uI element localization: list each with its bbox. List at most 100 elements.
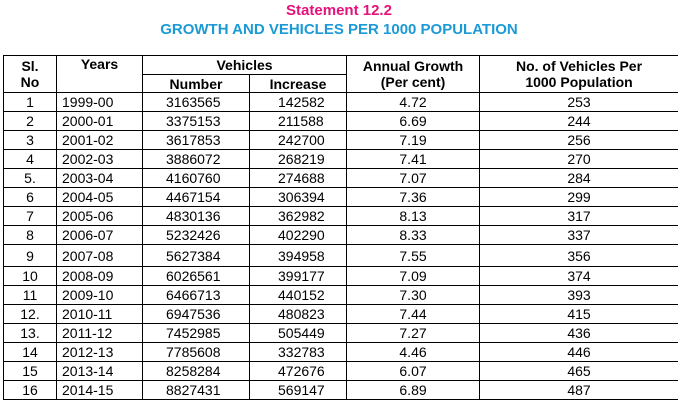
- vehicle-increase-cell: 362982: [248, 206, 348, 226]
- annual-growth-cell: 7.30: [346, 285, 481, 305]
- vehicles-per-1000-cell: 299: [479, 187, 678, 207]
- sl-no-cell: 12.: [3, 304, 57, 324]
- year-cell: 2007-08: [56, 244, 143, 267]
- vehicles-per-1000-cell: 337: [479, 225, 678, 245]
- vehicle-increase-cell: 142582: [248, 92, 348, 112]
- vehicle-number-cell: 6026561: [142, 266, 250, 286]
- year-cell: 2009-10: [56, 285, 143, 305]
- years-header: Years: [56, 55, 143, 93]
- sl-no-cell: 11: [3, 285, 57, 305]
- vehicle-increase-cell: 505449: [248, 323, 348, 343]
- vehicle-number-cell: 8827431: [142, 380, 250, 400]
- year-cell: 2006-07: [56, 225, 143, 245]
- vehicle-increase-cell: 332783: [248, 342, 348, 362]
- sl-header-line1: Sl.: [21, 58, 39, 74]
- vehicles-per-1000-cell: 256: [479, 130, 678, 150]
- vehicles-per-1000-cell: 244: [479, 111, 678, 131]
- vehicle-number-cell: 6466713: [142, 285, 250, 305]
- annual-growth-cell: 7.27: [346, 323, 481, 343]
- table-title: GROWTH AND VEHICLES PER 1000 POPULATION: [160, 21, 518, 38]
- year-cell: 1999-00: [56, 92, 143, 112]
- sl-no-cell: 14: [3, 342, 57, 362]
- year-cell: 2008-09: [56, 266, 143, 286]
- vehicle-number-cell: 3617853: [142, 130, 250, 150]
- vehicles-per-1000-cell: 284: [479, 168, 678, 188]
- year-cell: 2013-14: [56, 361, 143, 381]
- vehicle-number-cell: 7785608: [142, 342, 250, 362]
- vehicle-number-cell: 3163565: [142, 92, 250, 112]
- table-row: 2 2000-01 3375153 211588 6.69 244: [3, 111, 678, 131]
- vehicle-increase-cell: 242700: [248, 130, 348, 150]
- annual-growth-header: Annual Growth (Per cent): [346, 55, 481, 93]
- vehicle-increase-cell: 268219: [248, 149, 348, 169]
- vehicles-per-1000-cell: 270: [479, 149, 678, 169]
- annual-growth-cell: 6.89: [346, 380, 481, 400]
- vehicles-group-header: Vehicles: [141, 55, 348, 75]
- vehicle-increase-cell: 399177: [248, 266, 348, 286]
- sl-no-cell: 7: [3, 206, 57, 226]
- annual-growth-cell: 8.13: [346, 206, 481, 226]
- vehicle-increase-cell: 306394: [248, 187, 348, 207]
- annual-growth-cell: 8.33: [346, 225, 481, 245]
- vehicles-per-1000-cell: 465: [479, 361, 678, 381]
- per1000-header-line1: No. of Vehicles Per: [515, 58, 643, 74]
- vehicle-number-cell: 4830136: [142, 206, 250, 226]
- vehicles-per-1000-cell: 356: [479, 244, 678, 267]
- header-row-top: Sl. No Years Vehicles Annual Growth (Per…: [3, 55, 678, 93]
- statement-label: Statement 12.2: [286, 2, 392, 19]
- vehicle-number-cell: 4160760: [142, 168, 250, 188]
- vehicle-number-cell: 5232426: [142, 225, 250, 245]
- sl-header-line2: No: [20, 74, 40, 90]
- vehicles-per-1000-cell: 487: [479, 380, 678, 400]
- table-row: 13. 2011-12 7452985 505449 7.27 436: [3, 323, 678, 343]
- vehicle-increase-cell: 440152: [248, 285, 348, 305]
- vehicle-increase-cell: 480823: [248, 304, 348, 324]
- vehicle-number-cell: 3375153: [142, 111, 250, 131]
- table-row: 3 2001-02 3617853 242700 7.19 256: [3, 130, 678, 150]
- table-row: 4 2002-03 3886072 268219 7.41 270: [3, 149, 678, 169]
- vehicles-per-1000-cell: 446: [479, 342, 678, 362]
- sl-no-cell: 9: [3, 244, 57, 267]
- sl-no-cell: 3: [3, 130, 57, 150]
- vehicles-per-1000-cell: 415: [479, 304, 678, 324]
- vehicle-number-cell: 7452985: [142, 323, 250, 343]
- number-header: Number: [142, 74, 250, 93]
- vehicle-number-cell: 8258284: [142, 361, 250, 381]
- table-row: 6 2004-05 4467154 306394 7.36 299: [3, 187, 678, 207]
- vehicles-per-1000-cell: 393: [479, 285, 678, 305]
- table-row: 9 2007-08 5627384 394958 7.55 356: [3, 244, 678, 267]
- year-cell: 2012-13: [56, 342, 143, 362]
- vehicle-increase-cell: 402290: [248, 225, 348, 245]
- annual-growth-cell: 7.36: [346, 187, 481, 207]
- sl-no-cell: 4: [3, 149, 57, 169]
- year-cell: 2000-01: [56, 111, 143, 131]
- vehicles-per-1000-cell: 436: [479, 323, 678, 343]
- sl-no-cell: 13.: [3, 323, 57, 343]
- sl-no-cell: 6: [3, 187, 57, 207]
- table-row: 1 1999-00 3163565 142582 4.72 253: [3, 92, 678, 112]
- vehicle-number-cell: 3886072: [142, 149, 250, 169]
- sl-no-cell: 5.: [3, 168, 57, 188]
- vehicles-per-1000-cell: 253: [479, 92, 678, 112]
- annual-growth-cell: 4.46: [346, 342, 481, 362]
- vehicles-growth-table: Sl. No Years Vehicles Annual Growth (Per…: [3, 55, 678, 400]
- vehicle-increase-cell: 211588: [248, 111, 348, 131]
- sl-no-cell: 1: [3, 92, 57, 112]
- year-cell: 2011-12: [56, 323, 143, 343]
- table-row: 8 2006-07 5232426 402290 8.33 337: [3, 225, 678, 245]
- vehicle-number-cell: 6947536: [142, 304, 250, 324]
- year-cell: 2004-05: [56, 187, 143, 207]
- annual-growth-cell: 7.41: [346, 149, 481, 169]
- table-row: 14 2012-13 7785608 332783 4.46 446: [3, 342, 678, 362]
- annual-growth-cell: 7.44: [346, 304, 481, 324]
- sl-no-cell: 2: [3, 111, 57, 131]
- annual-growth-cell: 7.07: [346, 168, 481, 188]
- year-cell: 2005-06: [56, 206, 143, 226]
- table-body: 1 1999-00 3163565 142582 4.72 253 2 2000-01 3375…: [3, 92, 678, 400]
- annual-growth-cell: 7.09: [346, 266, 481, 286]
- vehicles-per-1000-cell: 317: [479, 206, 678, 226]
- sl-no-cell: 8: [3, 225, 57, 245]
- vehicle-increase-cell: 569147: [248, 380, 348, 400]
- sl-no-cell: 10: [3, 266, 57, 286]
- vehicle-number-cell: 4467154: [142, 187, 250, 207]
